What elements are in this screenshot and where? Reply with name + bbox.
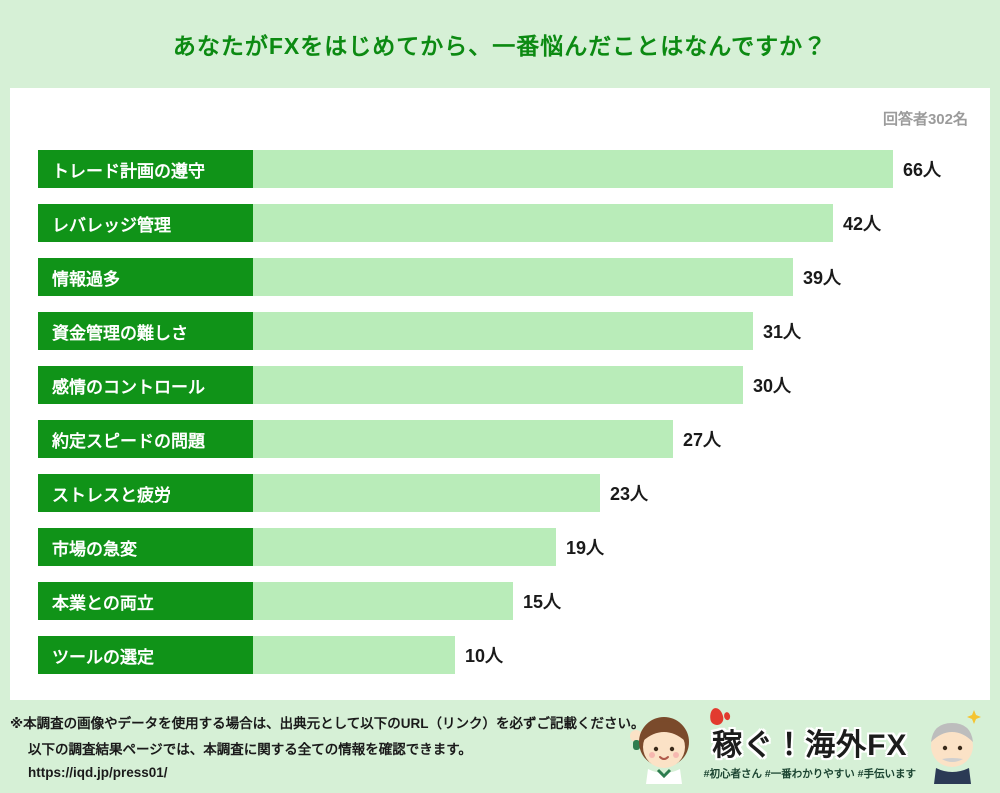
bar-category-label: レバレッジ管理 [38,204,253,242]
bar [253,582,513,620]
bar-row: 資金管理の難しさ 31人 [38,312,970,350]
bar-row: ストレスと疲労 23人 [38,474,970,512]
note-line-1: ※本調査の画像やデータを使用する場合は、出典元として以下のURL（リンク）を必ず… [10,716,645,731]
brand-logo: 稼ぐ！海外FX #初心者さん #一番わかりやすい #手伝います [628,706,986,784]
brand-logo-text-block: 稼ぐ！海外FX #初心者さん #一番わかりやすい #手伝います [703,706,916,781]
page-footer: ※本調査の画像やデータを使用する場合は、出典元として以下のURL（リンク）を必ず… [0,700,1000,793]
bar [253,528,556,566]
bar-row: 感情のコントロール 30人 [38,366,970,404]
chart-panel: 回答者302名 トレード計画の遵守 66人レバレッジ管理 42人情報過多 39人資金管… [10,88,990,700]
brand-logo-text: 稼ぐ！海外FX [712,728,908,762]
bar-category-label: トレード計画の遵守 [38,150,253,188]
note-line-2: 以下の調査結果ページでは、本調査に関する全ての情報を確認できます。 [28,742,472,757]
bar-value-label: 23人 [610,484,649,504]
bar-row: レバレッジ管理 42人 [38,204,970,242]
page-title: あなたがFXをはじめてから、一番悩んだことはなんですか？ [172,33,828,59]
bar [253,258,793,296]
bar-row: 市場の急変 19人 [38,528,970,566]
source-url-link[interactable]: https://iqd.jp/press01/ [28,765,168,780]
bar-category-label: 資金管理の難しさ [38,312,253,350]
bar-value-label: 30人 [753,376,792,396]
bar [253,204,833,242]
bar-category-label: ストレスと疲労 [38,474,253,512]
bar-value-label: 31人 [763,322,802,342]
bar-value-label: 39人 [803,268,842,288]
bar-value-label: 42人 [843,214,882,234]
bar-value-label: 66人 [903,160,942,180]
bar-category-label: ツールの選定 [38,636,253,674]
bar-chart: トレード計画の遵守 66人レバレッジ管理 42人情報過多 39人資金管理の難しさ 31人… [38,150,970,690]
bar-value-label: 10人 [465,646,504,666]
bar-row: 本業との両立 15人 [38,582,970,620]
bar [253,312,753,350]
bar-category-label: 約定スピードの問題 [38,420,253,458]
bar-value-label: 27人 [683,430,722,450]
bar [253,150,893,188]
bar-category-label: 本業との両立 [38,582,253,620]
bar-category-label: 情報過多 [38,258,253,296]
bar [253,366,743,404]
bar-row: トレード計画の遵守 66人 [38,150,970,188]
bar-row: 情報過多 39人 [38,258,970,296]
bar-row: 約定スピードの問題 27人 [38,420,970,458]
bar [253,474,600,512]
bar-row: ツールの選定 10人 [38,636,970,674]
source-notes: ※本調査の画像やデータを使用する場合は、出典元として以下のURL（リンク）を必ず… [10,712,644,782]
bar-value-label: 19人 [566,538,605,558]
bar-category-label: 感情のコントロール [38,366,253,404]
bar-value-label: 15人 [523,592,562,612]
brand-logo-tagline: #初心者さん #一番わかりやすい #手伝います [703,767,916,780]
bar [253,636,455,674]
bar [253,420,673,458]
bar-category-label: 市場の急変 [38,528,253,566]
mascot-woman-illustration [629,717,689,784]
mascot-man-illustration [931,710,981,784]
page-header: あなたがFXをはじめてから、一番悩んだことはなんですか？ [0,0,1000,88]
respondents-count-label: 回答者302名 [882,111,968,128]
